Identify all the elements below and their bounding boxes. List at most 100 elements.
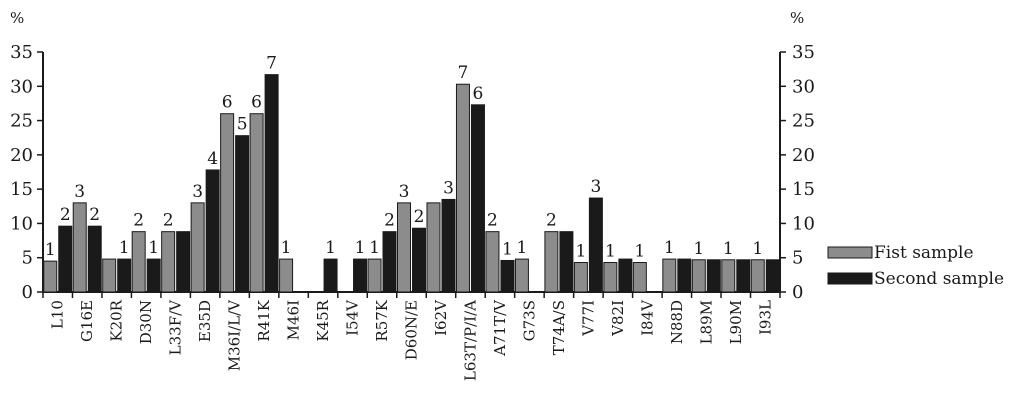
data-label-second-sample: 1	[119, 238, 130, 258]
bar-fist-sample	[573, 262, 588, 293]
bar-fist-sample	[397, 202, 411, 293]
y-tick-label-left: 10	[10, 213, 33, 234]
bar-fist-sample	[750, 259, 765, 293]
category-label: G16E	[78, 300, 96, 342]
bar-fist-sample	[603, 262, 618, 293]
bar-fist-sample	[220, 113, 235, 293]
y-tick-label-right: 25	[792, 111, 815, 132]
data-label-second-sample: 4	[207, 149, 218, 169]
bar-second-sample	[412, 227, 426, 293]
bar-fist-sample	[455, 83, 470, 293]
data-label-second-sample: 6	[473, 84, 484, 104]
data-label-fist-sample: 1	[664, 238, 675, 258]
bar-second-sample	[559, 231, 574, 293]
category-label: K45R	[314, 299, 332, 341]
data-label-second-sample: 1	[502, 239, 513, 259]
y-tick-label-right: 0	[792, 282, 803, 303]
legend-swatch-fist-sample	[827, 246, 873, 259]
data-label-fist-sample: 2	[133, 211, 144, 231]
y-tick-label-left: 15	[10, 179, 33, 200]
category-label: L10	[49, 300, 67, 329]
category-label: R41K	[255, 299, 273, 341]
data-label-second-sample: 1	[148, 238, 159, 258]
bar-fist-sample	[367, 258, 382, 293]
bar-second-sample	[353, 258, 368, 293]
category-label: E35D	[196, 300, 214, 342]
data-label-fist-sample: 7	[458, 63, 469, 83]
category-label: L90M	[727, 300, 745, 344]
y-tick-label-left: 35	[10, 42, 33, 63]
y-tick-label-left: 25	[10, 111, 33, 132]
bar-fist-sample	[514, 258, 529, 293]
right-axis-unit: %	[790, 9, 804, 27]
category-label: D30N	[137, 300, 155, 344]
chart-category-labels: L10 G16E K20R D30N L33F/V E35D M36I/L/V R41K M46…	[49, 299, 775, 381]
data-label-fist-sample: 3	[399, 182, 410, 202]
category-label: M36I/L/V	[226, 299, 244, 371]
category-label: G73S	[520, 300, 538, 341]
bar-second-sample	[765, 259, 780, 293]
data-label-fist-sample: 3	[74, 182, 85, 202]
data-label-second-sample: 2	[414, 207, 425, 227]
category-label: I93L	[756, 300, 774, 335]
y-tick-label-right: 5	[792, 248, 803, 269]
bar-fist-sample	[279, 258, 294, 293]
y-tick-label-right: 35	[792, 42, 815, 63]
bar-second-sample	[736, 259, 751, 293]
legend-label-second-sample: Second sample	[874, 269, 1004, 289]
data-label-second-sample: 3	[590, 177, 601, 197]
category-label: I62V	[432, 299, 450, 336]
chart-legend: Fist sample Second sample	[827, 243, 1004, 289]
bar-fist-sample	[721, 259, 736, 293]
bar-second-sample	[323, 258, 338, 293]
category-label: R57K	[373, 299, 391, 341]
category-label: D60N/E	[403, 300, 421, 360]
legend-label-fist-sample: Fist sample	[874, 243, 974, 263]
data-label-fist-sample: 1	[723, 239, 734, 259]
data-label-second-sample: 3	[443, 178, 454, 198]
bar-fist-sample	[161, 231, 176, 293]
data-label-second-sample: 2	[384, 211, 395, 231]
data-label-fist-sample: 1	[517, 238, 528, 258]
data-label-fist-sample: 1	[369, 238, 380, 258]
bar-second-sample	[235, 135, 250, 293]
legend-swatch-second-sample	[827, 272, 873, 285]
bar-fist-sample	[691, 259, 706, 293]
data-label-fist-sample: 1	[605, 242, 616, 262]
category-label: L33F/V	[167, 299, 185, 356]
y-tick-label-left: 30	[10, 76, 33, 97]
bar-fist-sample	[662, 258, 677, 293]
bar-second-sample	[500, 259, 515, 293]
y-tick-label-right: 20	[792, 145, 815, 166]
category-label: V82I	[609, 300, 627, 337]
category-label: N88D	[668, 300, 686, 344]
bar-fist-sample	[485, 231, 500, 293]
bar-fist-sample	[131, 231, 146, 293]
data-label-second-sample: 5	[237, 115, 248, 135]
bar-fist-sample	[544, 231, 559, 293]
bar-fist-sample	[632, 262, 647, 293]
bar-fist-sample	[72, 202, 87, 293]
category-label: A71T/V	[491, 299, 509, 357]
bar-second-sample	[146, 258, 161, 293]
category-label: T74A/S	[550, 300, 568, 355]
data-label-fist-sample: 1	[752, 239, 763, 259]
y-tick-label-left: 5	[22, 248, 33, 269]
data-label-second-sample: 2	[89, 205, 100, 225]
bar-second-sample	[677, 258, 692, 293]
category-label: I54V	[344, 299, 362, 336]
data-label-second-sample: 7	[266, 54, 277, 74]
bar-fist-sample	[190, 202, 205, 293]
data-label-fist-sample: 3	[192, 182, 203, 202]
left-axis-unit: %	[10, 9, 24, 27]
y-tick-label-right: 30	[792, 76, 815, 97]
bar-second-sample	[588, 197, 603, 293]
bar-second-sample	[706, 259, 721, 293]
y-tick-label-left: 0	[22, 282, 33, 303]
data-label-fist-sample: 1	[693, 239, 704, 259]
y-tick-label-left: 20	[10, 145, 33, 166]
bar-second-sample	[264, 74, 279, 293]
bar-fist-sample	[249, 113, 264, 293]
category-label: K20R	[108, 299, 126, 341]
